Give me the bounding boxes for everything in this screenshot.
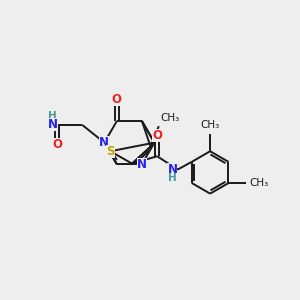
Text: H: H (168, 173, 177, 183)
Text: CH₃: CH₃ (160, 113, 179, 123)
Text: H: H (49, 110, 57, 121)
Text: N: N (137, 158, 147, 171)
Text: N: N (48, 118, 58, 131)
Text: O: O (112, 93, 122, 106)
Text: CH₃: CH₃ (200, 120, 220, 130)
Text: O: O (52, 138, 62, 151)
Text: CH₃: CH₃ (250, 178, 269, 188)
Text: O: O (152, 129, 162, 142)
Text: S: S (106, 145, 115, 158)
Text: N: N (99, 136, 110, 149)
Text: N: N (167, 163, 178, 176)
